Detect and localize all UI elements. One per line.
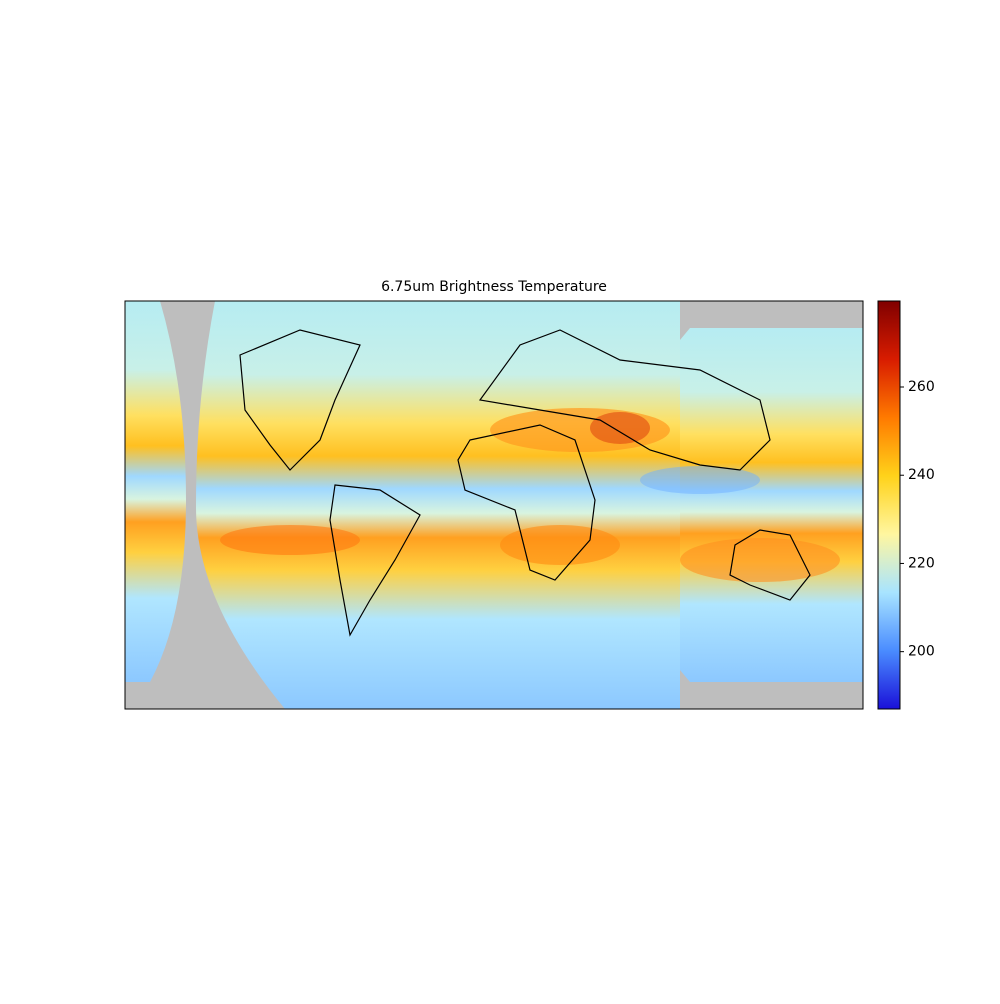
colorbar-tick-label: 260 bbox=[908, 379, 935, 395]
cold-region bbox=[640, 466, 760, 494]
map-title: 6.75um Brightness Temperature bbox=[381, 279, 607, 295]
satellite-swath bbox=[195, 301, 680, 709]
colorbar bbox=[877, 300, 901, 710]
colorbar-tick-label: 240 bbox=[908, 467, 935, 483]
map-frame bbox=[124, 300, 864, 710]
colorbar-tick-label: 200 bbox=[908, 644, 935, 660]
coastlines bbox=[239, 329, 811, 637]
warm-region bbox=[680, 538, 840, 582]
satellite-swath bbox=[680, 328, 863, 682]
warm-region bbox=[220, 525, 360, 555]
warm-region bbox=[500, 525, 620, 565]
warm-region bbox=[590, 412, 650, 444]
colorbar-ramp bbox=[877, 300, 901, 710]
colorbar-tick-label: 220 bbox=[908, 555, 935, 571]
map bbox=[124, 300, 864, 710]
satellite-swath bbox=[125, 301, 186, 682]
